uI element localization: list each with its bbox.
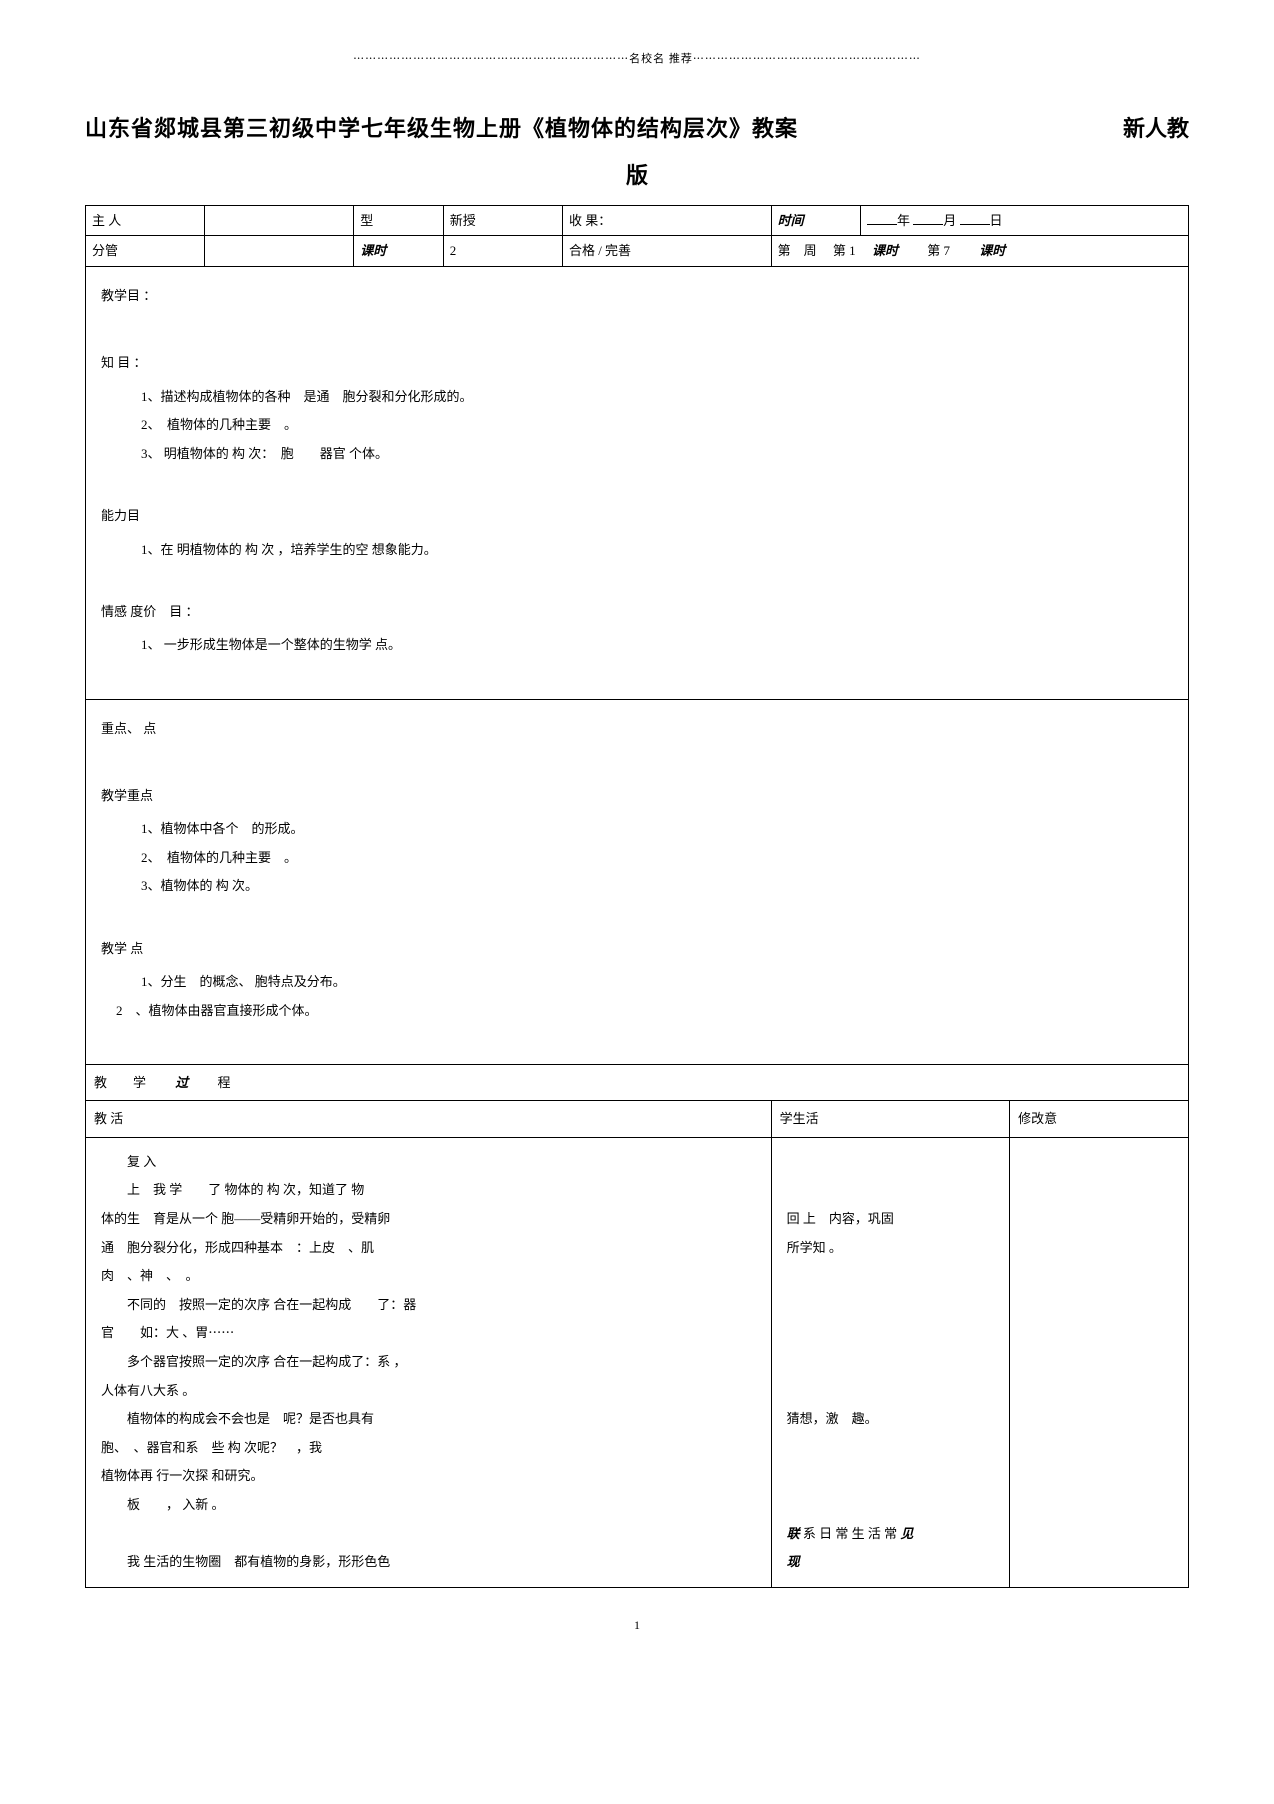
keypoints-row: 重点、 点 教学重点 1、植物体中各个 的形成。 2、 植物体的几种主要 。 3…: [86, 699, 1189, 1065]
page-number: 1: [85, 1618, 1189, 1633]
student-line: [787, 1348, 994, 1377]
activity-content-row: 复 入上 我 学 了 物体的 构 次，知道了 物体的生 育是从一个 胞——受精卵…: [86, 1137, 1189, 1587]
knowledge-header: 知 目 ：: [101, 349, 1173, 378]
knowledge-item-3: 3、 明植物体的 构 次： 胞 器官 个体。: [101, 440, 1173, 469]
difficulty-item-1: 1、分生 的概念、 胞特点及分布。: [101, 968, 1173, 997]
meta-period-label: 课时: [354, 236, 443, 266]
teacher-line: 不同的 按照一定的次序 合在一起构成 了：器: [101, 1291, 756, 1320]
process-label-1: 教 学: [94, 1075, 172, 1090]
meta-presenter-label: 主 人: [86, 206, 205, 236]
teacher-line: 肉 、神 、 。: [101, 1262, 756, 1291]
emotion-item-1: 1、 一步形成生物体是一个整体的生物学 点。: [101, 631, 1173, 660]
student-line: [787, 1262, 994, 1291]
teacher-line: 多个器官按照一定的次序 合在一起构成了：系 ，: [101, 1348, 756, 1377]
emotion-header: 情感 度价 目 ：: [101, 598, 1173, 627]
keypoints-header: 重点、 点: [101, 715, 1173, 744]
teacher-line: 我 生活的生物圈 都有植物的身影，形形色色: [101, 1548, 756, 1577]
header-decoration: ⋯⋯⋯⋯⋯⋯⋯⋯⋯⋯⋯⋯⋯⋯⋯⋯⋯⋯⋯⋯⋯⋯⋯名校名 推荐⋯⋯⋯⋯⋯⋯⋯⋯⋯⋯⋯…: [85, 50, 1189, 66]
student-line: [787, 1319, 994, 1348]
meta-time-label: 时间: [771, 206, 860, 236]
student-line: [787, 1148, 994, 1177]
ability-header: 能力目: [101, 502, 1173, 531]
student-line: 所学知 。: [787, 1234, 994, 1263]
process-header-cell: 教 学 过 程: [86, 1065, 1189, 1101]
student-activity-header: 学生活: [771, 1101, 1009, 1137]
meta-type-value: 新授: [443, 206, 562, 236]
teacher-activity-header: 教 活: [86, 1101, 772, 1137]
teacher-line: 植物体再 行一次探 和研究。: [101, 1462, 756, 1491]
student-line: [787, 1291, 994, 1320]
meta-row-1: 主 人 型 新授 收 果： 时间 年 月 日: [86, 206, 1189, 236]
title-row: 山东省郯城县第三初级中学七年级生物上册《植物体的结构层次》教案 新人教: [85, 91, 1189, 158]
knowledge-item-1: 1、描述构成植物体的各种 是通 胞分裂和分化形成的。: [101, 383, 1173, 412]
difficulty-item-2: 2 、植物体由器官直接形成个体。: [101, 997, 1173, 1026]
process-header-row: 教 学 过 程: [86, 1065, 1189, 1101]
student-line: [787, 1434, 994, 1463]
meta-presenter-value: [205, 206, 354, 236]
teacher-line: 植物体的构成会不会也是 呢？是否也具有: [101, 1405, 756, 1434]
objectives-header: 教学目 ：: [101, 282, 1173, 311]
meta-manager-label: 分管: [86, 236, 205, 266]
teacher-line: 胞、 、器官和系 些 构 次呢？ ，我: [101, 1434, 756, 1463]
meta-period-value: 2: [443, 236, 562, 266]
student-line: [787, 1377, 994, 1406]
meta-result-label: 收 果：: [562, 206, 771, 236]
document-title: 山东省郯城县第三初级中学七年级生物上册《植物体的结构层次》教案: [85, 111, 798, 143]
teacher-line: 官 如：大 、胃⋯⋯: [101, 1319, 756, 1348]
process-label-cheng: 程: [192, 1075, 231, 1090]
title-right: 新人教: [1123, 111, 1189, 143]
student-line: [787, 1491, 994, 1520]
teacher-line: 上 我 学 了 物体的 构 次，知道了 物: [101, 1176, 756, 1205]
teacher-line: 通 胞分裂分化，形成四种基本 ：上皮 、肌: [101, 1234, 756, 1263]
subtitle: 版: [85, 158, 1189, 190]
difficulty-header: 教学 点: [101, 935, 1173, 964]
meta-date-value: 年 月 日: [861, 206, 1189, 236]
focus-header: 教学重点: [101, 782, 1173, 811]
student-line: 猜想，激 趣。: [787, 1405, 994, 1434]
meta-type-label: 型: [354, 206, 443, 236]
meta-manager-value: [205, 236, 354, 266]
teacher-line: 板 ， 入新 。: [101, 1491, 756, 1520]
meta-qualified: 合格 / 完善: [562, 236, 771, 266]
meta-row-2: 分管 课时 2 合格 / 完善 第 周 第 1 课时 第 7 课时: [86, 236, 1189, 266]
teacher-activity-content: 复 入上 我 学 了 物体的 构 次，知道了 物体的生 育是从一个 胞——受精卵…: [86, 1137, 772, 1587]
teacher-line: 复 入: [101, 1148, 756, 1177]
student-line: [787, 1462, 994, 1491]
objectives-row: 教学目 ： 知 目 ： 1、描述构成植物体的各种 是通 胞分裂和分化形成的。 2…: [86, 266, 1189, 699]
process-label-guo: 过: [175, 1075, 188, 1090]
lesson-plan-table: 主 人 型 新授 收 果： 时间 年 月 日 分管 课时 2 合格 / 完善 第…: [85, 205, 1189, 1588]
focus-item-1: 1、植物体中各个 的形成。: [101, 815, 1173, 844]
ability-item-1: 1、在 明植物体的 构 次 ，培养学生的空 想象能力。: [101, 536, 1173, 565]
focus-item-2: 2、 植物体的几种主要 。: [101, 844, 1173, 873]
student-activity-content: 回 上 内容，巩固所学知 。 猜想，激 趣。 联 系 日 常 生 活 常 见现: [771, 1137, 1009, 1587]
student-line: 现: [787, 1548, 994, 1577]
revision-content: [1010, 1137, 1189, 1587]
teacher-line: [101, 1520, 756, 1549]
meta-week-period: 第 周 第 1 课时 第 7 课时: [771, 236, 1188, 266]
student-line: 联 系 日 常 生 活 常 见: [787, 1520, 994, 1549]
activity-header-row: 教 活 学生活 修改意: [86, 1101, 1189, 1137]
revision-header: 修改意: [1010, 1101, 1189, 1137]
teacher-line: 体的生 育是从一个 胞——受精卵开始的，受精卵: [101, 1205, 756, 1234]
student-line: 回 上 内容，巩固: [787, 1205, 994, 1234]
student-line: [787, 1176, 994, 1205]
teacher-line: 人体有八大系 。: [101, 1377, 756, 1406]
knowledge-item-2: 2、 植物体的几种主要 。: [101, 411, 1173, 440]
focus-item-3: 3、植物体的 构 次。: [101, 872, 1173, 901]
